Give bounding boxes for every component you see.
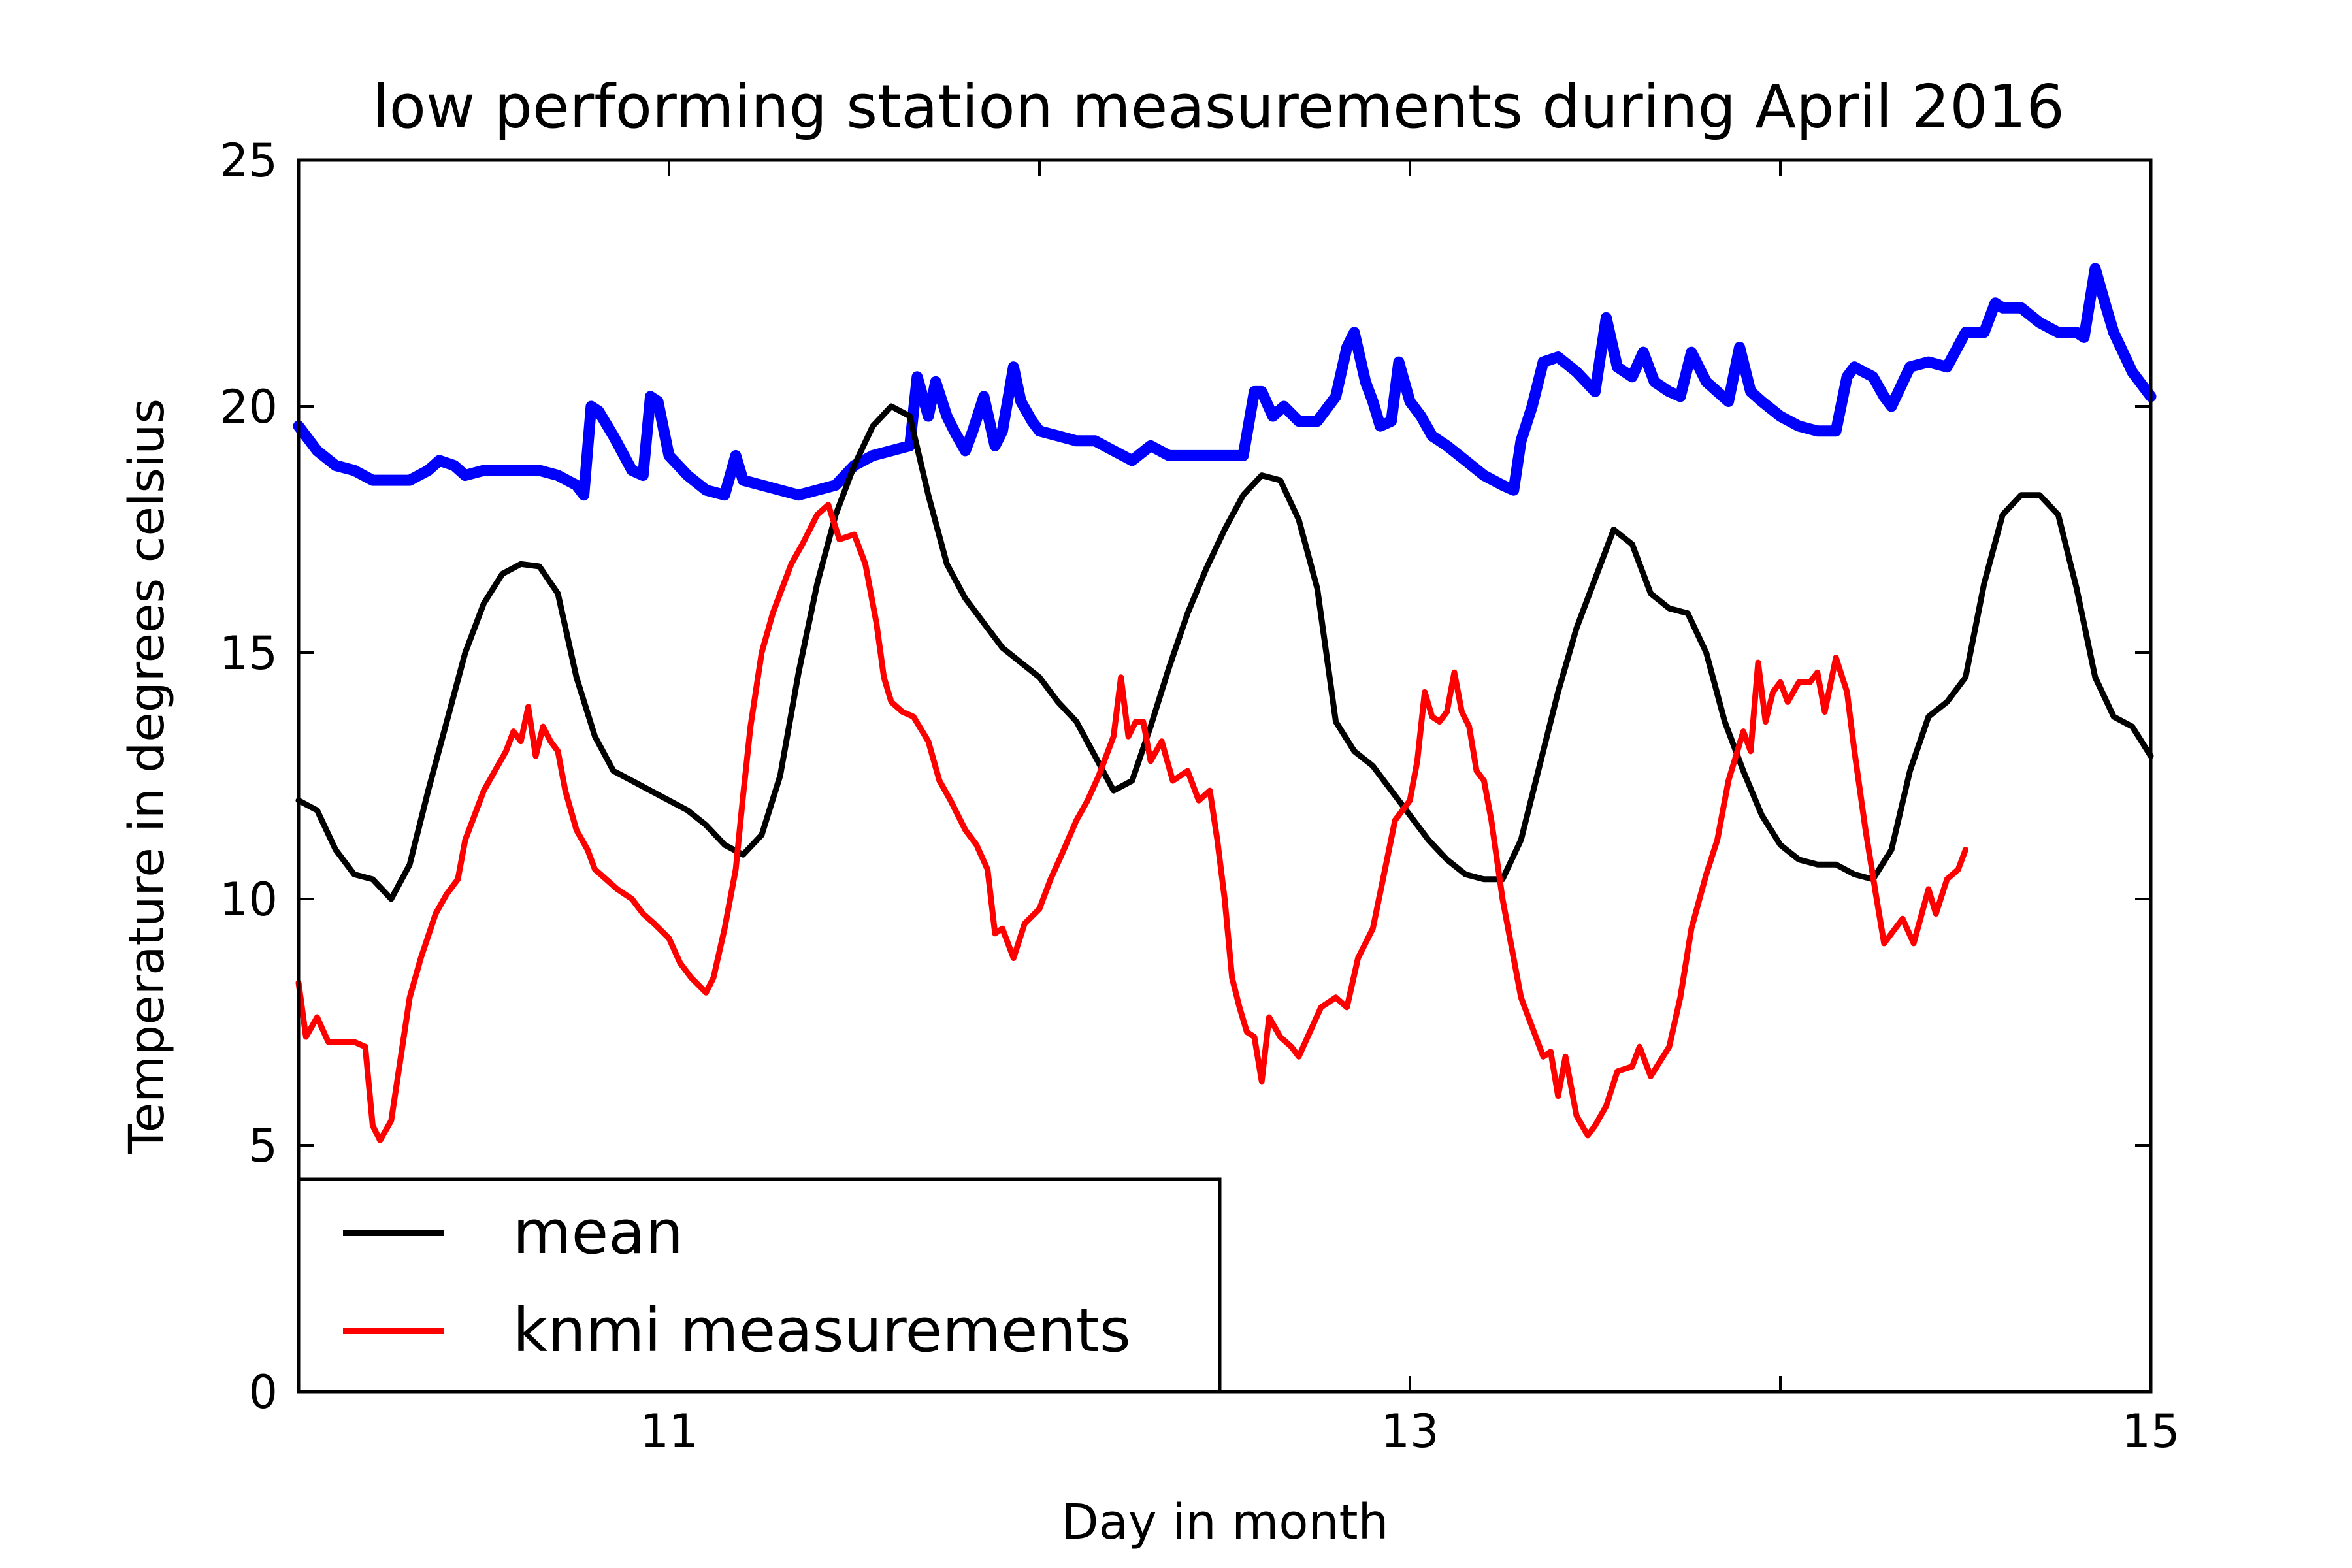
y-tick-label: 15: [220, 627, 278, 680]
y-tick-label: 5: [248, 1119, 278, 1173]
series-line-station: [293, 263, 2157, 501]
y-tick-label: 25: [220, 134, 278, 188]
legend-label-mean: mean: [513, 1198, 683, 1267]
y-tick-label: 10: [220, 873, 278, 926]
x-tick-label: 13: [1380, 1405, 1439, 1458]
x-tick-label: 15: [2121, 1405, 2180, 1458]
legend-label-knmi-measurements: knmi measurements: [513, 1296, 1131, 1365]
x-tick-label: 11: [640, 1405, 698, 1458]
y-axis-label: Temperature in degrees celsius: [119, 399, 175, 1154]
plot-frame: [297, 158, 2153, 1394]
x-axis-label: Day in month: [1062, 1494, 1389, 1550]
legend: mean knmi measurements: [297, 1177, 1222, 1394]
series-line-mean: [295, 403, 2154, 902]
chart-title: low performing station measurements duri…: [372, 72, 2065, 142]
series-line-knmi-measurements: [295, 502, 1968, 1143]
series-layer: [293, 263, 2157, 1143]
y-tick-label: 20: [220, 380, 278, 434]
y-tick-label: 0: [248, 1365, 278, 1419]
legend-box: [297, 1177, 1222, 1394]
